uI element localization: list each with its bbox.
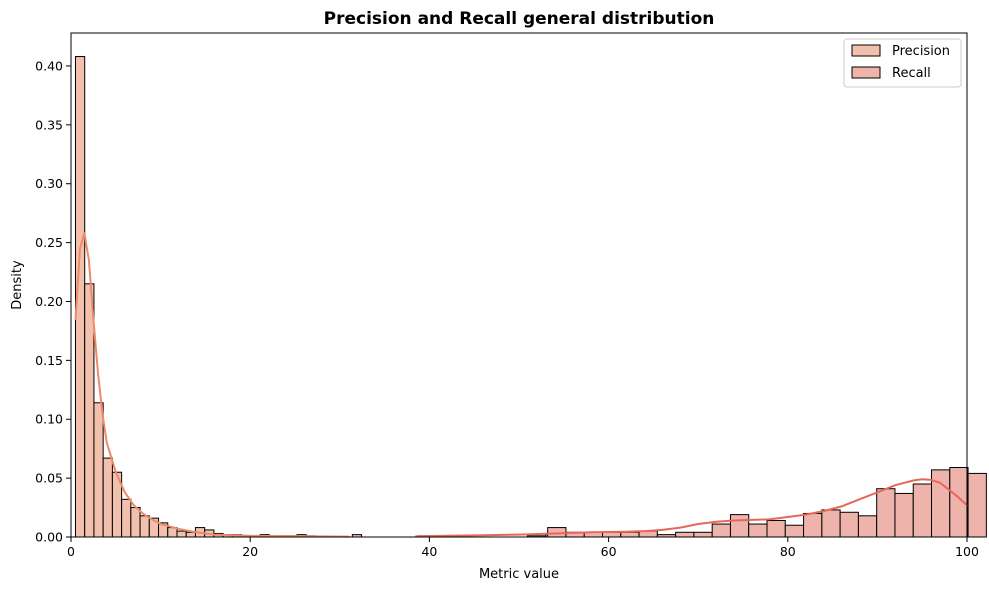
y-tick-label: 0.30	[35, 176, 63, 191]
bar-recall-b-12	[766, 520, 786, 538]
bar-precision-5	[121, 498, 132, 538]
legend-label-recall: Recall	[892, 66, 931, 81]
y-tick-label: 0.10	[35, 412, 63, 427]
y-tick-label: 0.00	[35, 530, 63, 545]
x-tick-label: 80	[780, 544, 796, 559]
x-tick-label: 40	[421, 544, 437, 559]
bar-recall-b-9	[711, 523, 731, 538]
bar-precision-11	[176, 530, 187, 538]
y-tick-label: 0.15	[35, 353, 63, 368]
chart-title: Precision and Recall general distributio…	[324, 9, 715, 29]
bar-recall-b-11	[748, 523, 768, 538]
kde-line-recall	[415, 478, 968, 538]
bar-recall-b-4	[620, 531, 640, 538]
bar-recall-b-23	[967, 472, 987, 538]
y-axis-label: Density	[10, 260, 25, 310]
bar-precision-7	[139, 515, 150, 538]
bar-recall-b-20	[912, 483, 933, 538]
x-axis-label: Metric value	[479, 567, 559, 582]
bar-recall-b-16	[839, 511, 859, 538]
bar-recall-b-7	[675, 531, 695, 538]
kde-lines	[74, 232, 968, 538]
legend-swatch-precision	[851, 44, 881, 57]
x-axis-ticks: 0 20 40 60 80 100	[67, 537, 979, 559]
bar-recall-b-18	[876, 488, 896, 538]
bar-recall-b-17	[857, 515, 878, 538]
y-tick-label: 0.25	[35, 235, 63, 250]
legend-label-precision: Precision	[892, 44, 950, 59]
bar-recall-b-19	[894, 492, 914, 538]
plot-frame	[70, 32, 968, 538]
y-tick-label: 0.05	[35, 471, 63, 486]
bar-recall-b-14	[803, 512, 823, 538]
x-tick-label: 60	[601, 544, 617, 559]
bar-recall-b-10	[729, 514, 750, 538]
histogram-bars	[74, 56, 987, 538]
bar-precision-2	[93, 402, 104, 538]
bar-precision-1	[84, 283, 95, 538]
y-tick-label: 0.40	[35, 58, 63, 73]
y-tick-label: 0.20	[35, 294, 63, 309]
bar-precision-3	[102, 457, 113, 538]
x-tick-label: 0	[67, 544, 75, 559]
bar-recall-b-13	[784, 524, 805, 538]
legend: Precision Recall	[843, 38, 962, 88]
x-tick-label: 100	[955, 544, 979, 559]
legend-swatch-recall	[851, 66, 881, 79]
bar-precision-12	[185, 531, 196, 538]
bar-recall-b-22	[949, 467, 969, 538]
x-tick-label: 20	[242, 544, 258, 559]
bar-recall-b-8	[693, 531, 713, 538]
bar-recall-b-15	[821, 509, 841, 538]
y-tick-label: 0.35	[35, 117, 63, 132]
kde-line-precision	[74, 232, 350, 538]
bar-precision-6	[130, 507, 141, 538]
y-axis-ticks: 0.00 0.05 0.10 0.15 0.20 0.25 0.30 0.35 0.40	[35, 58, 71, 545]
